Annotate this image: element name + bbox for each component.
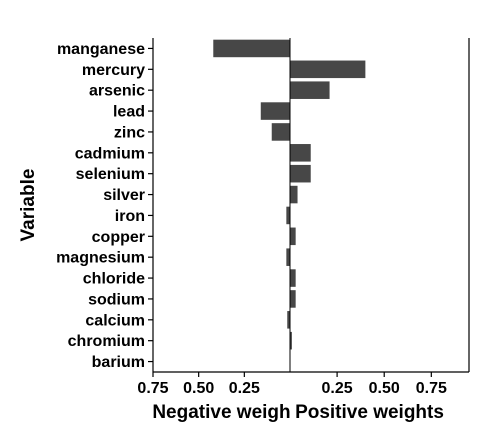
neg-x-tick-label-0: 0.75 bbox=[137, 380, 168, 397]
bar-silver bbox=[290, 185, 298, 204]
category-label-chloride: chloride bbox=[83, 271, 145, 288]
pos-x-tick-label-1: 0.50 bbox=[369, 380, 400, 397]
category-label-selenium: selenium bbox=[76, 166, 145, 183]
pos-x-tick-label-2: 0.75 bbox=[416, 380, 447, 397]
category-label-magnesium: magnesium bbox=[56, 250, 145, 267]
positive-panel-title: Positive weights bbox=[295, 402, 444, 423]
category-label-cadmium: cadmium bbox=[75, 145, 145, 162]
category-label-silver: silver bbox=[103, 187, 145, 204]
category-label-mercury: mercury bbox=[82, 62, 145, 79]
bar-iron bbox=[286, 206, 290, 225]
bar-sodium bbox=[290, 290, 296, 308]
bar-calcium bbox=[287, 311, 290, 329]
bar-mercury bbox=[290, 60, 366, 79]
category-label-zinc: zinc bbox=[114, 124, 145, 141]
neg-x-tick-label-1: 0.50 bbox=[183, 380, 214, 397]
bar-chloride bbox=[290, 269, 296, 287]
category-label-manganese: manganese bbox=[57, 41, 145, 58]
category-label-arsenic: arsenic bbox=[89, 83, 145, 100]
category-label-barium: barium bbox=[92, 354, 145, 371]
bar-arsenic bbox=[290, 81, 330, 99]
bar-selenium bbox=[290, 164, 311, 183]
category-label-chromium: chromium bbox=[68, 333, 145, 350]
bar-cadmium bbox=[290, 144, 311, 162]
pos-x-tick-label-0: 0.25 bbox=[322, 380, 353, 397]
bar-chromium bbox=[290, 331, 292, 350]
negative-panel-title: Negative weigh bbox=[152, 402, 290, 423]
category-label-lead: lead bbox=[113, 104, 145, 121]
category-label-iron: iron bbox=[115, 208, 145, 225]
bar-manganese bbox=[213, 39, 290, 58]
bar-copper bbox=[290, 227, 296, 246]
y-axis-title: Variable bbox=[18, 169, 39, 242]
bar-lead bbox=[260, 102, 290, 120]
bar-zinc bbox=[271, 123, 290, 141]
category-label-sodium: sodium bbox=[88, 291, 145, 308]
category-label-copper: copper bbox=[92, 229, 145, 246]
bar-magnesium bbox=[286, 248, 290, 266]
neg-x-tick-label-2: 0.25 bbox=[229, 380, 260, 397]
category-label-calcium: calcium bbox=[85, 312, 145, 329]
